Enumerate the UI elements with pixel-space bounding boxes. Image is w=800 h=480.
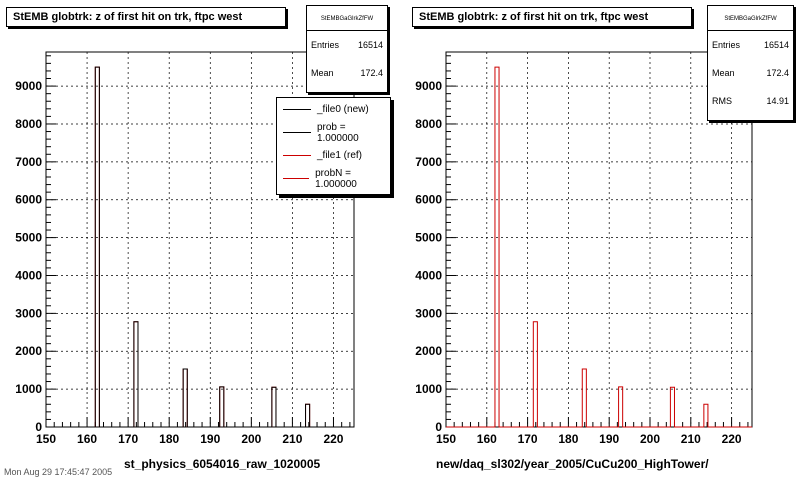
y-tick-label: 6000	[15, 193, 42, 207]
x-tick-label: 210	[681, 432, 701, 446]
y-tick-label: 3000	[415, 306, 442, 320]
x-tick-label: 180	[558, 432, 578, 446]
legend-line	[283, 109, 311, 110]
stats-name: StEMBGaGlrkZfFW	[307, 6, 387, 31]
legend: _file0 (new) prob = 1.000000 _file1 (ref…	[276, 97, 391, 195]
y-tick-label: 7000	[15, 155, 42, 169]
y-tick-label: 1000	[415, 382, 442, 396]
x-tick-label: 160	[477, 432, 497, 446]
y-tick-label: 8000	[15, 117, 42, 131]
x-tick-label: 190	[200, 432, 220, 446]
y-tick-label: 0	[435, 420, 442, 434]
right-stats-box: StEMBGaGlrkZfFW Entries 16514 Mean 172.4 R…	[707, 5, 794, 121]
x-tick-label: 150	[36, 432, 56, 446]
stats-mean-row: Mean 172.4	[712, 68, 789, 78]
y-tick-label: 5000	[415, 231, 442, 245]
x-tick-label: 200	[241, 432, 261, 446]
y-tick-label: 5000	[15, 231, 42, 245]
y-tick-label: 7000	[415, 155, 442, 169]
y-tick-label: 1000	[15, 382, 42, 396]
legend-line	[283, 132, 311, 133]
right-histogram: 150 160 170 180 190 200 210 220 0 1000 2000 3000 400…	[415, 51, 753, 446]
legend-entry-prob: prob = 1.000000	[277, 121, 390, 144]
x-tick-label: 220	[323, 432, 343, 446]
legend-entry-file0: _file0 (new)	[277, 98, 390, 121]
x-tick-label: 150	[436, 432, 456, 446]
x-tick-label: 170	[518, 432, 538, 446]
right-title: StEMB globtrk: z of first hit on trk, ft…	[412, 7, 692, 27]
stats-mean-row: Mean 172.4	[311, 68, 383, 78]
x-tick-label: 180	[159, 432, 179, 446]
x-tick-label: 210	[282, 432, 302, 446]
legend-entry-file1: _file1 (ref)	[277, 144, 390, 167]
legend-line	[283, 155, 311, 156]
legend-entry-probn: probN = 1.000000	[277, 167, 390, 190]
left-stats-box: StEMBGaGlrkZfFW Entries 16514 Mean 172.4	[306, 5, 388, 93]
y-tick-label: 4000	[415, 268, 442, 282]
legend-line	[283, 178, 310, 179]
x-tick-label: 200	[640, 432, 660, 446]
y-tick-label: 6000	[415, 193, 442, 207]
right-x-axis-title: new/daq_sl302/year_2005/CuCu200_HighTowe…	[436, 457, 709, 471]
left-title: StEMB globtrk: z of first hit on trk, ft…	[6, 7, 286, 27]
x-tick-label: 220	[722, 432, 742, 446]
stats-entries-row: Entries 16514	[311, 40, 383, 50]
y-tick-label: 9000	[15, 79, 42, 93]
stats-entries-row: Entries 16514	[712, 40, 789, 50]
y-tick-label: 2000	[415, 344, 442, 358]
x-tick-label: 170	[118, 432, 138, 446]
y-tick-label: 4000	[15, 268, 42, 282]
y-tick-label: 8000	[415, 117, 442, 131]
stats-rms-row: RMS 14.91	[712, 96, 789, 106]
y-tick-label: 0	[35, 420, 42, 434]
y-tick-label: 3000	[15, 306, 42, 320]
histogram-series-0	[446, 66, 752, 428]
histogram-series-0	[46, 66, 354, 428]
x-tick-label: 190	[599, 432, 619, 446]
stats-name: StEMBGaGlrkZfFW	[708, 6, 793, 31]
y-tick-label: 9000	[415, 79, 442, 93]
timestamp-footer: Mon Aug 29 17:45:47 2005	[4, 467, 113, 477]
y-tick-label: 2000	[15, 344, 42, 358]
left-x-axis-title: st_physics_6054016_raw_1020005	[124, 457, 321, 471]
x-tick-label: 160	[77, 432, 97, 446]
